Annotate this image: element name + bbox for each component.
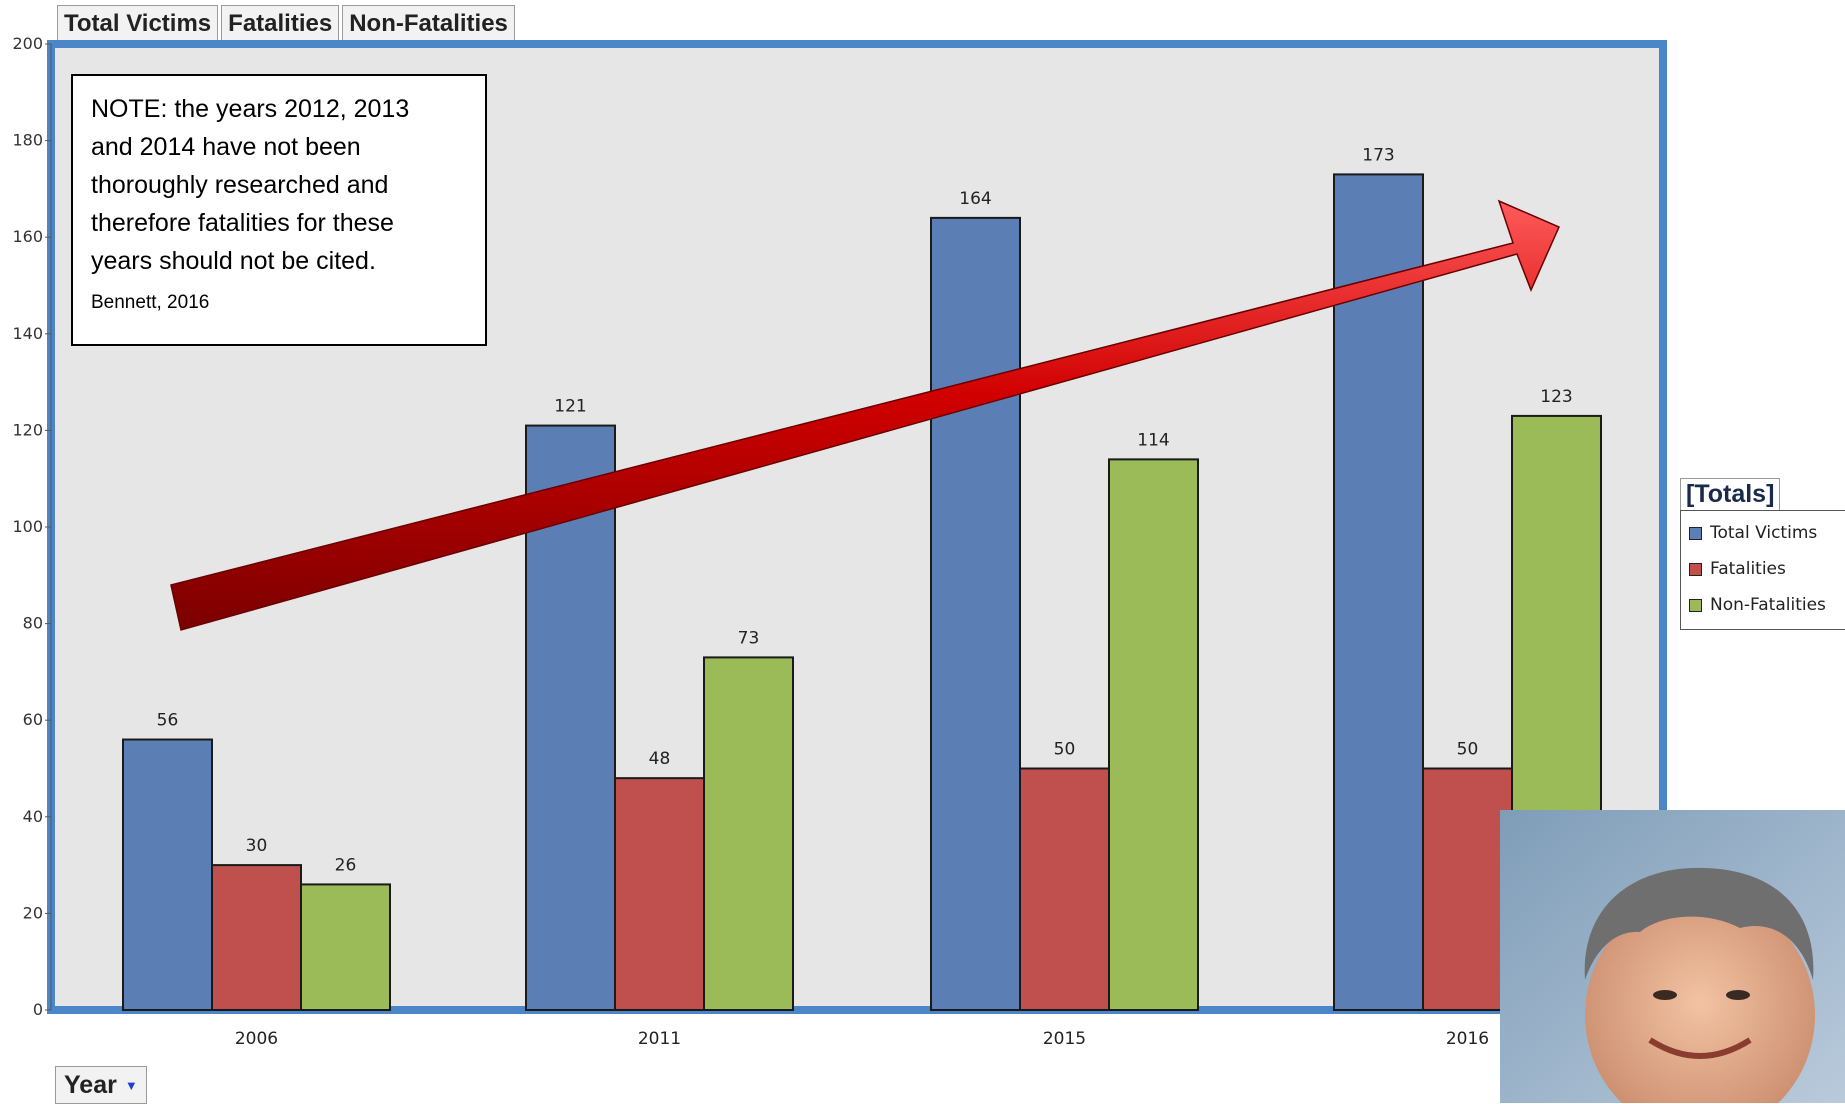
legend-swatch xyxy=(1689,562,1702,576)
note-line: therefore fatalities for these xyxy=(91,209,394,237)
x-axis: 2006 2011 2015 2016 xyxy=(235,1029,1489,1049)
bar[interactable] xyxy=(1019,767,1110,1011)
y-tick-label: 60 xyxy=(23,710,43,729)
y-tick-label: 180 xyxy=(12,131,43,150)
data-label: 121 xyxy=(554,397,586,417)
data-label: 26 xyxy=(335,855,357,875)
bar[interactable] xyxy=(703,656,794,1011)
year-dropdown[interactable]: Year ▼ xyxy=(55,1066,147,1104)
note-line: years should not be cited. xyxy=(91,247,376,275)
data-label: 123 xyxy=(1540,387,1572,407)
bar[interactable] xyxy=(211,864,302,1011)
y-tick-label: 80 xyxy=(23,614,43,633)
bar[interactable] xyxy=(1422,767,1513,1011)
legend-label: Total Victims xyxy=(1710,523,1818,543)
bars xyxy=(122,173,1602,1012)
legend-label: Fatalities xyxy=(1710,559,1786,579)
note-box: NOTE: the years 2012, 2013 and 2014 have… xyxy=(71,74,487,346)
bar[interactable] xyxy=(614,777,705,1011)
bar[interactable] xyxy=(1333,173,1424,1012)
legend-title: [Totals] xyxy=(1680,478,1781,510)
dropdown-arrow-icon: ▼ xyxy=(124,1077,138,1093)
bar[interactable] xyxy=(930,216,1021,1011)
data-label: 56 xyxy=(157,711,179,731)
data-label: 164 xyxy=(959,189,991,209)
legend-item-non-fatalities[interactable]: Non-Fatalities xyxy=(1689,587,1845,623)
y-tick-label: 140 xyxy=(12,324,43,343)
legend-swatch xyxy=(1689,526,1702,540)
bar[interactable] xyxy=(122,738,213,1012)
y-tick-label: 100 xyxy=(12,517,43,536)
year-label: Year xyxy=(64,1070,117,1099)
data-label: 73 xyxy=(738,628,760,648)
tab-non-fatalities[interactable]: Non-Fatalities xyxy=(342,5,515,42)
legend-label: Non-Fatalities xyxy=(1710,595,1826,615)
legend-item-total-victims[interactable]: Total Victims xyxy=(1689,515,1845,551)
legend-swatch xyxy=(1689,598,1702,612)
data-label: 50 xyxy=(1457,740,1479,760)
data-label: 48 xyxy=(649,749,671,769)
note-line: NOTE: the years 2012, 2013 xyxy=(91,95,410,123)
y-tick-label: 40 xyxy=(23,807,43,826)
legend-item-fatalities[interactable]: Fatalities xyxy=(1689,551,1845,587)
y-axis: 0 20 40 60 80 100 120 140 160 180 200 xyxy=(12,34,52,1019)
x-tick-label: 2015 xyxy=(1043,1029,1086,1049)
note-line: and 2014 have not been xyxy=(91,133,361,161)
data-label: 114 xyxy=(1137,430,1169,450)
legend-body: Total Victims Fatalities Non-Fatalities xyxy=(1680,510,1845,630)
data-label: 30 xyxy=(246,836,268,856)
x-tick-label: 2011 xyxy=(638,1029,681,1049)
y-tick-label: 0 xyxy=(33,1000,43,1019)
bar[interactable] xyxy=(300,883,391,1011)
note-citation: Bennett, 2016 xyxy=(91,292,210,313)
portrait-photo xyxy=(1500,810,1845,1103)
y-tick-label: 120 xyxy=(12,420,43,439)
data-labels: 56 30 26 121 48 73 164 50 114 173 50 123 xyxy=(157,145,1573,875)
note-text: NOTE: the years 2012, 2013 and 2014 have… xyxy=(91,90,469,280)
x-tick-label: 2006 xyxy=(235,1029,278,1049)
note-line: thoroughly researched and xyxy=(91,171,389,199)
y-tick-label: 20 xyxy=(23,903,43,922)
data-label: 50 xyxy=(1054,740,1076,760)
legend: [Totals] Total Victims Fatalities Non-Fa… xyxy=(1680,478,1845,630)
y-tick-label: 160 xyxy=(12,227,43,246)
data-label: 173 xyxy=(1362,145,1394,165)
tab-total-victims[interactable]: Total Victims xyxy=(57,5,219,42)
bar[interactable] xyxy=(1108,458,1199,1011)
trend-arrow xyxy=(170,199,1560,631)
y-tick-label: 200 xyxy=(12,34,43,53)
x-tick-label: 2016 xyxy=(1446,1029,1489,1049)
